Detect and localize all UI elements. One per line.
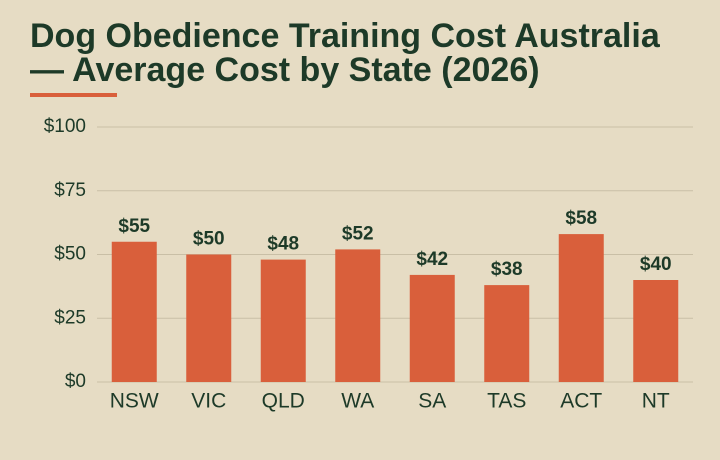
y-tick-label: $0 xyxy=(65,371,86,392)
bar xyxy=(111,241,157,382)
chart-title: Dog Obedience Training Cost Australia — … xyxy=(30,17,660,89)
y-tick-label: $25 xyxy=(54,307,86,328)
value-label: $50 xyxy=(193,229,225,250)
x-tick-label: SA xyxy=(418,390,446,413)
bar xyxy=(484,285,530,382)
bar xyxy=(409,274,455,382)
value-label: $52 xyxy=(342,223,374,244)
y-tick-label: $75 xyxy=(54,180,86,201)
x-tick-label: ACT xyxy=(560,390,602,413)
bar xyxy=(260,259,306,382)
bar xyxy=(633,280,679,382)
value-label: $55 xyxy=(118,216,150,237)
x-tick-label: VIC xyxy=(191,390,226,413)
value-label: $38 xyxy=(491,259,523,280)
value-label: $48 xyxy=(267,234,299,255)
value-label: $58 xyxy=(565,208,597,229)
bar xyxy=(186,254,232,382)
x-tick-label: NT xyxy=(642,390,670,413)
value-label: $40 xyxy=(640,254,672,275)
bar xyxy=(335,249,381,382)
x-tick-label: WA xyxy=(341,390,374,413)
title-accent xyxy=(30,93,117,97)
bar xyxy=(558,234,604,382)
x-tick-label: TAS xyxy=(487,390,526,413)
y-tick-label: $50 xyxy=(54,244,86,265)
x-tick-label: NSW xyxy=(110,390,159,413)
x-tick-label: QLD xyxy=(262,390,305,413)
value-label: $42 xyxy=(416,249,448,270)
y-tick-label: $100 xyxy=(44,116,86,137)
